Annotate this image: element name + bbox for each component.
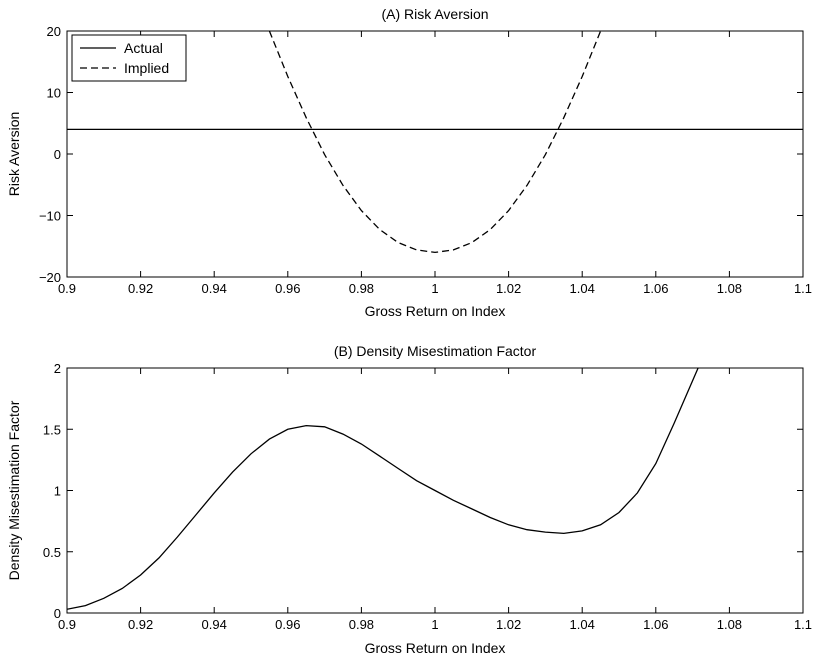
panel-density-misestimation: (B) Density Misestimation Factor Gross R… <box>6 343 812 656</box>
series-line-implied <box>268 31 602 254</box>
series-line-0 <box>67 368 699 610</box>
x-tick-label: 1 <box>431 617 438 632</box>
chart-title: (B) Density Misestimation Factor <box>334 343 537 359</box>
x-axis-label: Gross Return on Index <box>365 303 506 319</box>
x-tick-label: 1.02 <box>496 617 521 632</box>
y-tick-label: 0 <box>54 606 61 621</box>
y-tick-label: −20 <box>39 270 61 285</box>
x-tick-label: 0.9 <box>58 281 76 296</box>
y-tick-label: 0.5 <box>43 545 61 560</box>
x-tick-label: 1.04 <box>570 281 595 296</box>
y-tick-label: 20 <box>47 24 61 39</box>
x-tick-label: 0.96 <box>275 281 300 296</box>
legend-label: Implied <box>124 60 169 76</box>
y-axis-label: Density Misestimation Factor <box>6 400 22 580</box>
y-tick-label: −10 <box>39 209 61 224</box>
panel-risk-aversion: (A) Risk Aversion Gross Return on Index … <box>6 6 812 319</box>
legend: Actual Implied <box>71 34 187 82</box>
x-tick-label: 0.94 <box>202 281 227 296</box>
x-tick-label: 1.1 <box>794 617 812 632</box>
x-tick-label: 0.92 <box>128 281 153 296</box>
x-tick-label: 1 <box>431 281 438 296</box>
chart-title: (A) Risk Aversion <box>381 6 488 22</box>
x-tick-label: 1.02 <box>496 281 521 296</box>
x-tick-label: 1.1 <box>794 281 812 296</box>
x-tick-label: 0.96 <box>275 617 300 632</box>
x-tick-label: 1.06 <box>643 617 668 632</box>
x-tick-label: 0.94 <box>202 617 227 632</box>
x-tick-label: 1.04 <box>570 617 595 632</box>
x-axis-label: Gross Return on Index <box>365 640 506 656</box>
y-tick-label: 10 <box>47 86 61 101</box>
x-tick-label: 0.98 <box>349 617 374 632</box>
y-tick-label: 2 <box>54 361 61 376</box>
y-tick-label: 0 <box>54 147 61 162</box>
y-tick-label: 1.5 <box>43 422 61 437</box>
x-tick-label: 1.08 <box>717 617 742 632</box>
y-tick-label: 1 <box>54 484 61 499</box>
x-tick-label: 0.9 <box>58 617 76 632</box>
x-tick-label: 0.92 <box>128 617 153 632</box>
legend-label: Actual <box>124 40 163 56</box>
x-tick-label: 1.06 <box>643 281 668 296</box>
y-axis-label: Risk Aversion <box>6 112 22 197</box>
x-tick-label: 1.08 <box>717 281 742 296</box>
x-tick-label: 0.98 <box>349 281 374 296</box>
